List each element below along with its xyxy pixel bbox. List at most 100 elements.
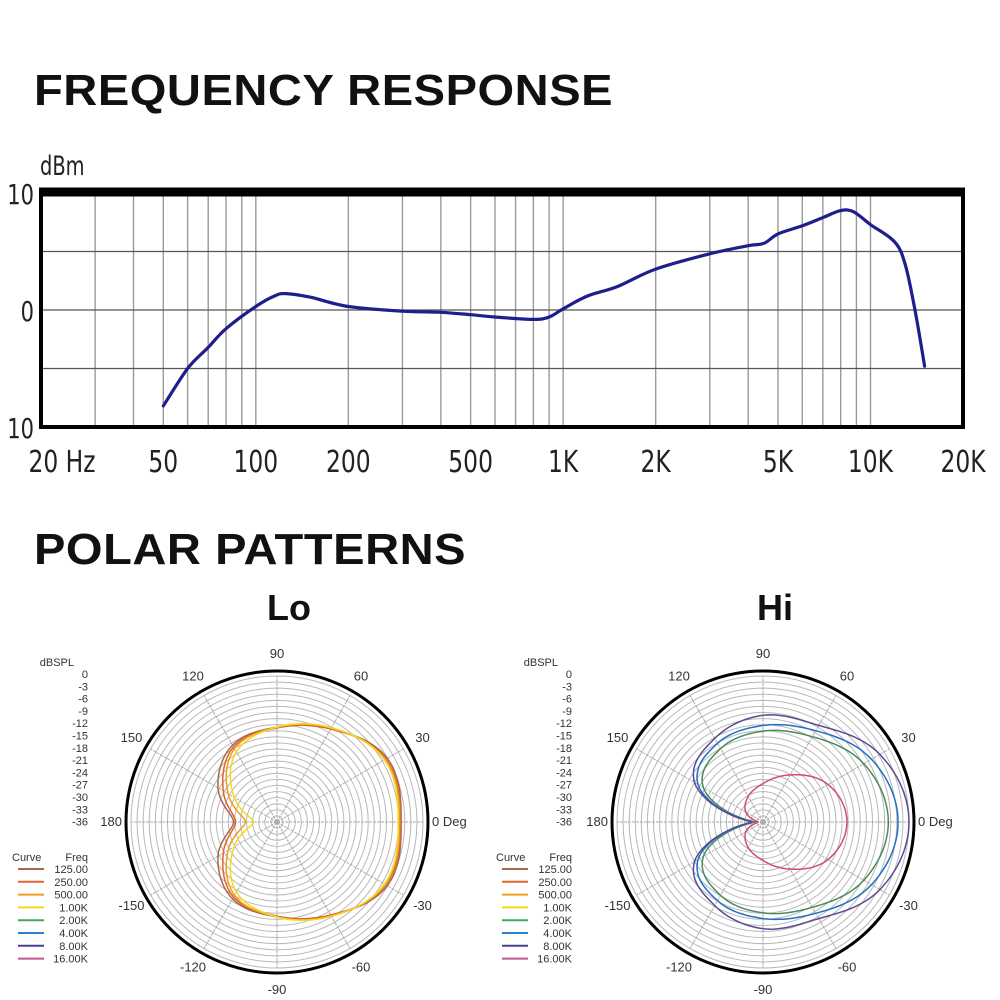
angle-label: 30: [415, 730, 429, 745]
legend-freq: 125.00: [538, 864, 572, 876]
angle-label: -60: [838, 959, 857, 974]
x-tick-label: 2K: [641, 445, 672, 480]
polar-spoke: [203, 821, 278, 949]
x-tick-label: 500: [448, 445, 493, 480]
angle-label: 60: [840, 669, 854, 684]
r-tick-label: -21: [72, 755, 88, 767]
r-tick-label: -36: [556, 817, 572, 829]
angle-label: -120: [666, 959, 692, 974]
polar-ring: [634, 693, 892, 951]
polar-subtitle: Hi: [757, 587, 793, 628]
angle-label: 30: [901, 730, 915, 745]
polar-center: [274, 819, 280, 825]
r-tick-label: -27: [556, 780, 572, 792]
r-tick-label: -27: [72, 780, 88, 792]
polar-spoke: [276, 821, 404, 896]
x-tick-label: 1K: [548, 445, 579, 480]
r-tick-label: -18: [556, 743, 572, 755]
r-tick-label: -3: [78, 681, 88, 693]
angle-label: -60: [352, 959, 371, 974]
polar-spoke: [150, 821, 278, 896]
legend-freq: 16.00K: [537, 954, 573, 966]
polar-spoke: [762, 821, 890, 896]
y-tick-label: 10: [7, 178, 34, 211]
r-axis-label: dBSPL: [524, 657, 558, 669]
polar-outer-circle: [610, 669, 916, 975]
angle-label: -150: [118, 898, 144, 913]
polar-spoke: [276, 695, 351, 823]
legend-curve-header: Curve: [12, 852, 41, 864]
r-tick-label: -15: [72, 731, 88, 743]
polar-spoke: [689, 821, 764, 949]
legend-freq: 1.00K: [59, 902, 88, 914]
r-tick-label: -24: [556, 767, 572, 779]
angle-label: -90: [754, 982, 773, 997]
y-tick-label: 10: [7, 412, 34, 445]
polar-ring: [148, 693, 406, 951]
polar-ring: [197, 742, 357, 902]
polar-spoke: [762, 821, 837, 949]
x-tick-label: 20 Hz: [28, 445, 95, 480]
legend-freq-header: Freq: [549, 852, 572, 864]
legend-freq: 2.00K: [543, 915, 572, 927]
r-tick-label: -12: [72, 718, 88, 730]
angle-label: -30: [899, 898, 918, 913]
polar-curve-1.00K: [229, 723, 400, 921]
legend-freq-header: Freq: [65, 852, 88, 864]
x-tick-label: 200: [326, 445, 371, 480]
angle-label: 180: [586, 814, 608, 829]
r-tick-label: -30: [72, 792, 88, 804]
polar-spoke: [150, 748, 278, 823]
polar-curve-16.00K: [744, 774, 848, 870]
polar-spoke: [276, 821, 351, 949]
polar-spoke: [636, 821, 764, 896]
polar-curve-2.00K: [701, 729, 890, 915]
r-tick-label: -21: [556, 755, 572, 767]
angle-label: -30: [413, 898, 432, 913]
polar-curve-8.00K: [692, 714, 910, 930]
legend-freq: 16.00K: [53, 954, 89, 966]
polar-spoke: [762, 695, 837, 823]
polar-spoke: [762, 748, 890, 823]
legend-freq: 8.00K: [59, 941, 88, 953]
r-tick-label: -24: [72, 767, 88, 779]
legend-freq: 500.00: [538, 890, 572, 902]
angle-label: 120: [182, 669, 204, 684]
polar-ring: [136, 681, 418, 963]
polar-chart-hi: Hi0 Deg306090120150180-150-120-90-60-30d…: [496, 587, 953, 997]
r-tick-label: -6: [562, 694, 572, 706]
polar-ring: [185, 730, 369, 914]
legend-freq: 250.00: [538, 877, 572, 889]
polar-spoke: [636, 748, 764, 823]
polar-ring: [646, 705, 880, 939]
angle-label: -120: [180, 959, 206, 974]
angle-label: 90: [756, 646, 770, 661]
y-tick-label: 0: [21, 295, 34, 328]
legend-freq: 4.00K: [543, 928, 572, 940]
r-tick-label: -6: [78, 694, 88, 706]
polar-ring: [160, 705, 394, 939]
r-tick-label: 0: [566, 669, 572, 681]
polar-curve-250.00: [222, 724, 402, 920]
angle-label: 90: [270, 646, 284, 661]
x-tick-label: 10K: [848, 445, 894, 480]
r-tick-label: -9: [78, 706, 88, 718]
r-tick-label: -15: [556, 731, 572, 743]
r-tick-label: -33: [72, 804, 88, 816]
frequency-response-title: FREQUENCY RESPONSE: [34, 66, 614, 115]
legend-freq: 250.00: [54, 877, 88, 889]
angle-label: 150: [121, 730, 143, 745]
polar-patterns-title: POLAR PATTERNS: [34, 525, 467, 574]
r-tick-label: -3: [562, 681, 572, 693]
r-tick-label: -36: [72, 817, 88, 829]
polar-chart-lo: Lo0 Deg306090120150180-150-120-90-60-30d…: [12, 587, 467, 997]
r-tick-label: -12: [556, 718, 572, 730]
legend-curve-header: Curve: [496, 852, 525, 864]
angle-label: -90: [268, 982, 287, 997]
frequency-response-curve: [161, 208, 927, 408]
polar-spoke: [276, 748, 404, 823]
polar-spoke: [689, 695, 764, 823]
angle-label: 150: [607, 730, 629, 745]
angle-label: 180: [100, 814, 122, 829]
